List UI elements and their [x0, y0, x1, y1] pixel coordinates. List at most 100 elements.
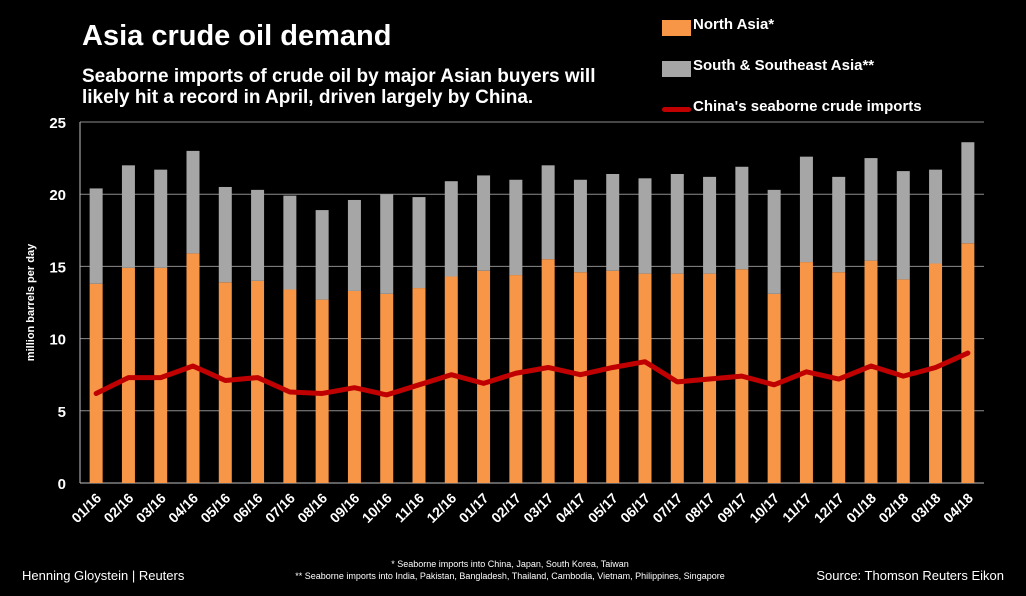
x-tick-label: 01/16: [68, 490, 104, 526]
point-china-imports: [352, 386, 356, 390]
bar-south-asia: [896, 171, 910, 280]
y-axis-label: million barrels per day: [25, 243, 37, 361]
point-china-imports: [675, 380, 679, 384]
bar-north-asia: [767, 293, 781, 483]
x-tick-label: 02/18: [875, 490, 911, 526]
point-china-imports: [837, 377, 841, 381]
legend: North Asia* South & Southeast Asia** Chi…: [662, 16, 992, 139]
bar-south-asia: [444, 181, 458, 277]
x-tick-label: 01/18: [843, 490, 879, 526]
credit-text: Henning Gloystein | Reuters: [22, 568, 185, 583]
point-china-imports: [514, 371, 518, 375]
footnotes: * Seaborne imports into China, Japan, So…: [240, 558, 780, 582]
x-tick-label: 04/18: [940, 490, 976, 526]
legend-label-north-asia: North Asia*: [693, 16, 775, 33]
y-tick-label: 15: [49, 259, 66, 276]
bar-north-asia: [444, 276, 458, 483]
bar-north-asia: [929, 263, 943, 483]
bar-south-asia: [218, 186, 232, 283]
bar-south-asia: [89, 188, 103, 284]
x-tick-label: 06/16: [230, 490, 266, 526]
point-china-imports: [482, 381, 486, 385]
x-tick-label: 02/17: [488, 490, 524, 526]
bar-north-asia: [573, 272, 587, 483]
bar-south-asia: [347, 199, 361, 291]
bar-south-asia: [541, 165, 555, 260]
point-china-imports: [611, 365, 615, 369]
x-tick-label: 01/17: [456, 490, 492, 526]
legend-item-south-asia: South & Southeast Asia**: [662, 57, 992, 98]
point-china-imports: [385, 393, 389, 397]
x-tick-label: 05/17: [585, 490, 621, 526]
point-china-imports: [869, 364, 873, 368]
y-tick-label: 5: [58, 404, 66, 421]
point-china-imports: [417, 383, 421, 387]
bar-south-asia: [670, 173, 684, 274]
x-tick-label: 08/16: [294, 490, 330, 526]
point-china-imports: [934, 365, 938, 369]
bar-north-asia: [477, 270, 491, 483]
x-tick-label: 03/18: [908, 490, 944, 526]
footnote-north-asia: * Seaborne imports into China, Japan, So…: [391, 559, 629, 569]
point-china-imports: [94, 391, 98, 395]
bar-north-asia: [670, 273, 684, 483]
point-china-imports: [320, 391, 324, 395]
point-china-imports: [546, 365, 550, 369]
point-china-imports: [740, 374, 744, 378]
x-tick-label: 12/16: [423, 490, 459, 526]
legend-swatch-north-asia: [662, 20, 691, 36]
source-text: Source: Thomson Reuters Eikon: [816, 568, 1004, 583]
bar-north-asia: [896, 279, 910, 483]
x-tick-label: 02/16: [100, 490, 136, 526]
chart-subtitle: Seaborne imports of crude oil by major A…: [82, 66, 596, 108]
x-tick-label: 11/17: [779, 490, 815, 526]
point-china-imports: [804, 370, 808, 374]
bar-south-asia: [251, 189, 265, 281]
bar-south-asia: [864, 158, 878, 261]
bar-south-asia: [315, 210, 329, 300]
point-china-imports: [449, 373, 453, 377]
line-china-imports: [93, 350, 971, 398]
bar-north-asia: [638, 273, 652, 483]
bar-south-asia: [186, 150, 200, 254]
bar-south-asia: [799, 156, 813, 263]
footnote-south-asia: ** Seaborne imports into India, Pakistan…: [295, 571, 725, 581]
bar-south-asia: [154, 169, 168, 268]
x-tick-label: 03/17: [520, 490, 556, 526]
legend-item-north-asia: North Asia*: [662, 16, 992, 57]
bar-north-asia: [961, 243, 975, 483]
bar-north-asia: [283, 289, 297, 483]
bar-south-asia: [929, 169, 943, 264]
x-tick-label: 09/17: [714, 490, 750, 526]
point-china-imports: [901, 374, 905, 378]
bar-north-asia: [541, 259, 555, 483]
bar-north-asia: [89, 283, 103, 483]
point-china-imports: [708, 377, 712, 381]
bar-south-asia: [477, 175, 491, 271]
y-tick-label: 0: [58, 476, 66, 493]
bar-south-asia: [121, 165, 135, 268]
bar-south-asia: [638, 178, 652, 274]
bar-south-asia: [412, 197, 426, 289]
chart-title: Asia crude oil demand: [82, 20, 392, 52]
point-china-imports: [256, 376, 260, 380]
bar-north-asia: [509, 275, 523, 483]
x-tick-label: 09/16: [326, 490, 362, 526]
x-tick-label: 11/16: [392, 490, 428, 526]
y-tick-label: 25: [49, 115, 66, 132]
x-tick-label: 07/16: [262, 490, 298, 526]
point-china-imports: [643, 360, 647, 364]
bar-north-asia: [251, 280, 265, 483]
bar-south-asia: [283, 195, 297, 290]
point-china-imports: [159, 376, 163, 380]
bar-south-asia: [832, 176, 846, 273]
legend-item-china: China's seaborne crude imports: [662, 98, 992, 139]
point-china-imports: [288, 390, 292, 394]
bar-south-asia: [509, 179, 523, 276]
point-china-imports: [578, 373, 582, 377]
x-tick-label: 08/17: [682, 490, 718, 526]
legend-label-south-asia: South & Southeast Asia**: [693, 57, 875, 74]
point-china-imports: [966, 351, 970, 355]
bar-south-asia: [767, 189, 781, 294]
